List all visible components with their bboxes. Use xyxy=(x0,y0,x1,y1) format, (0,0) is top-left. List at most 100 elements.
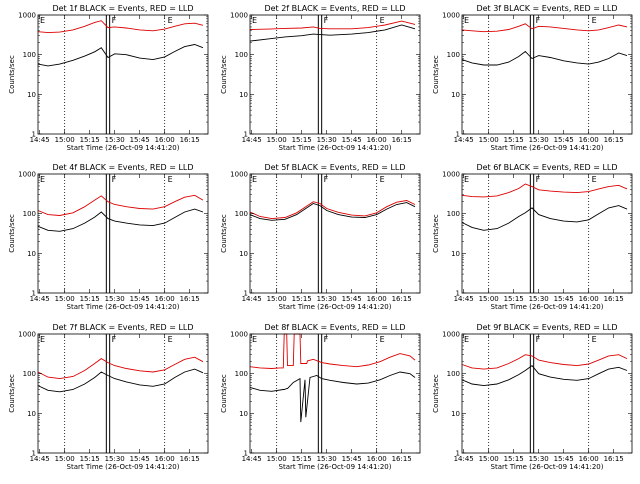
y-tick-label: 1000 xyxy=(230,171,248,179)
x-tick-label: 14:45 xyxy=(30,136,50,144)
panel-title: Det 7f BLACK = Events, RED = LLD xyxy=(52,323,193,332)
x-tick-label: 14:45 xyxy=(30,455,50,463)
x-tick-label: 15:45 xyxy=(342,295,362,303)
marker-mid: F xyxy=(536,16,541,25)
y-tick-label: 1 xyxy=(456,290,460,298)
panel-title: Det 2f BLACK = Events, RED = LLD xyxy=(264,4,405,13)
x-tick-label: 15:45 xyxy=(130,295,150,303)
y-tick-label: 10 xyxy=(27,91,36,99)
x-tick-label: 15:45 xyxy=(342,455,362,463)
x-tick-label: 15:45 xyxy=(130,455,150,463)
x-tick-label: 15:45 xyxy=(342,136,362,144)
x-tick-label: 16:15 xyxy=(604,455,624,463)
plot-frame xyxy=(461,14,633,135)
y-tick-label: 10 xyxy=(27,250,36,258)
marker-left: E xyxy=(252,335,257,344)
x-tick-label: 15:30 xyxy=(529,295,549,303)
panel-title: Det 5f BLACK = Events, RED = LLD xyxy=(264,163,405,172)
events-series xyxy=(461,50,628,66)
panel-title: Det 9f BLACK = Events, RED = LLD xyxy=(476,323,617,332)
x-tick-label: 15:00 xyxy=(479,136,499,144)
marker-right: E xyxy=(380,175,385,184)
x-tick-label: 15:00 xyxy=(479,455,499,463)
plot-frame xyxy=(37,333,209,454)
x-tick-label: 15:15 xyxy=(504,455,524,463)
y-axis-label: Counts/sec xyxy=(432,214,440,253)
x-tick-label: 16:00 xyxy=(367,295,387,303)
y-tick-label: 100 xyxy=(447,51,460,59)
x-tick-label: 14:45 xyxy=(242,455,262,463)
y-tick-label: 10 xyxy=(27,410,36,418)
events-series xyxy=(249,24,416,42)
x-tick-label: 14:45 xyxy=(454,295,474,303)
marker-mid: F xyxy=(112,16,117,25)
x-tick-label: 15:45 xyxy=(554,295,574,303)
panel-det-8: Det 8f BLACK = Events, RED = LLD 1 10 100 10… xyxy=(220,323,421,471)
events-series xyxy=(249,202,416,221)
panel-title: Det 1f BLACK = Events, RED = LLD xyxy=(52,4,193,13)
y-tick-label: 100 xyxy=(447,210,460,218)
x-tick-label: 14:45 xyxy=(454,136,474,144)
panel-title: Det 4f BLACK = Events, RED = LLD xyxy=(52,163,193,172)
panel-det-1: Det 1f BLACK = Events, RED = LLD 1 10 100 10… xyxy=(8,4,209,152)
x-tick-label: 15:30 xyxy=(529,455,549,463)
events-series xyxy=(37,44,204,67)
y-tick-label: 10 xyxy=(239,250,248,258)
x-tick-label: 15:15 xyxy=(80,295,100,303)
x-tick-label: 16:00 xyxy=(155,455,175,463)
panel-title: Det 8f BLACK = Events, RED = LLD xyxy=(264,323,405,332)
lld-series xyxy=(37,194,204,216)
plot-frame xyxy=(37,173,209,294)
x-tick-label: 15:15 xyxy=(80,136,100,144)
x-tick-label: 15:00 xyxy=(267,455,287,463)
x-axis-label: Start Time (26-Oct-09 14:41:20) xyxy=(491,144,604,152)
x-tick-label: 16:15 xyxy=(392,455,412,463)
x-tick-label: 15:00 xyxy=(55,136,75,144)
events-series xyxy=(37,208,204,232)
lld-series xyxy=(37,20,204,34)
panel-det-7: Det 7f BLACK = Events, RED = LLD 1 10 100 10… xyxy=(8,323,209,471)
y-tick-label: 1 xyxy=(244,450,248,458)
marker-right: E xyxy=(168,175,173,184)
lld-series xyxy=(461,354,628,370)
y-tick-label: 1000 xyxy=(18,331,36,339)
y-tick-label: 1 xyxy=(244,290,248,298)
y-tick-label: 1 xyxy=(456,450,460,458)
y-tick-label: 100 xyxy=(23,210,36,218)
marker-right: E xyxy=(380,16,385,25)
x-tick-label: 16:00 xyxy=(367,455,387,463)
y-axis-label: Counts/sec xyxy=(432,374,440,413)
x-tick-label: 16:15 xyxy=(604,295,624,303)
x-tick-label: 16:15 xyxy=(180,455,200,463)
y-tick-label: 10 xyxy=(451,91,460,99)
y-tick-label: 100 xyxy=(23,370,36,378)
panel-title: Det 3f BLACK = Events, RED = LLD xyxy=(476,4,617,13)
x-tick-label: 15:30 xyxy=(105,136,125,144)
y-tick-label: 1 xyxy=(32,131,36,139)
x-tick-label: 15:30 xyxy=(317,136,337,144)
x-tick-label: 16:15 xyxy=(392,136,412,144)
y-tick-label: 1000 xyxy=(442,12,460,20)
lld-series xyxy=(249,200,416,220)
x-tick-label: 15:15 xyxy=(292,295,312,303)
x-tick-label: 15:30 xyxy=(529,136,549,144)
x-tick-label: 15:45 xyxy=(554,136,574,144)
y-tick-label: 1000 xyxy=(230,12,248,20)
lld-series xyxy=(461,23,628,33)
x-tick-label: 14:45 xyxy=(30,295,50,303)
plot-frame xyxy=(249,333,421,454)
y-tick-label: 10 xyxy=(239,410,248,418)
marker-right: E xyxy=(168,16,173,25)
events-series xyxy=(37,368,204,393)
lld-series xyxy=(249,20,416,30)
y-axis-label: Counts/sec xyxy=(220,214,228,253)
marker-left: E xyxy=(40,16,45,25)
panel-det-9: Det 9f BLACK = Events, RED = LLD 1 10 100 10… xyxy=(432,323,633,471)
marker-left: E xyxy=(40,335,45,344)
y-tick-label: 100 xyxy=(23,51,36,59)
y-tick-label: 1 xyxy=(32,450,36,458)
y-tick-label: 1000 xyxy=(442,171,460,179)
marker-mid: F xyxy=(536,335,541,344)
x-axis-label: Start Time (26-Oct-09 14:41:20) xyxy=(67,463,180,471)
